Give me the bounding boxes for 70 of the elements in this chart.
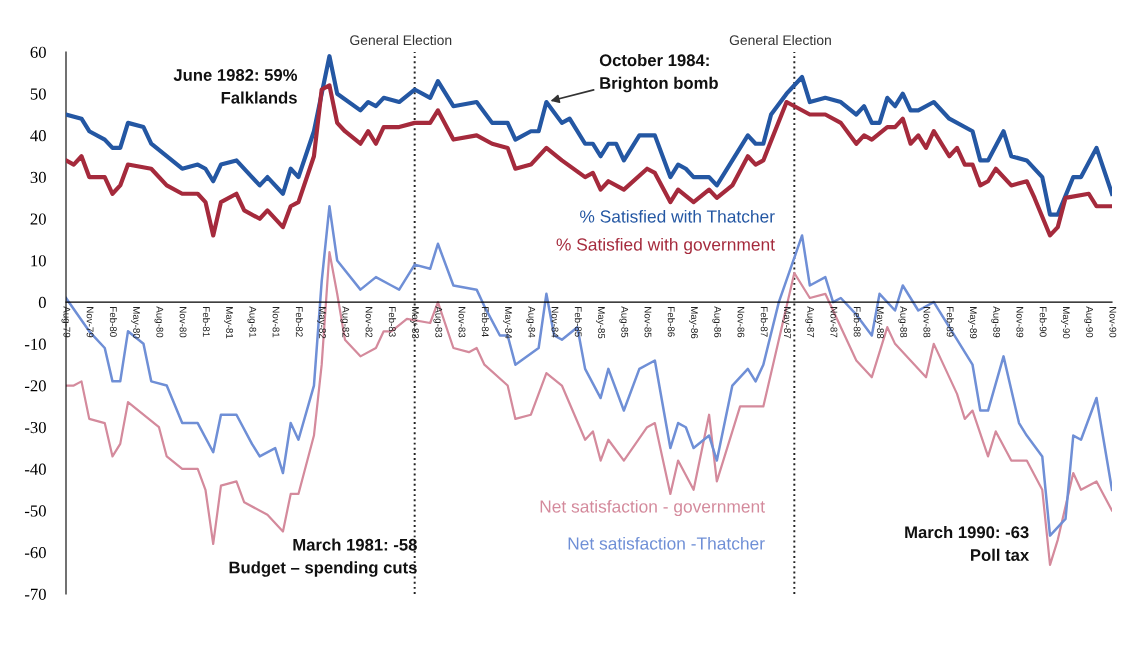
- x-tick-label: Nov-84: [551, 307, 559, 338]
- x-tick-label: May-86: [689, 307, 698, 339]
- x-tick-label: Feb-84: [481, 307, 489, 337]
- x-tick-label: May-82: [317, 307, 326, 339]
- x-tick-label: Aug-86: [712, 306, 722, 338]
- x-tick-label: Nov-86: [737, 307, 745, 338]
- text: % Satisfied with government: [556, 237, 775, 255]
- x-tick-label: May-90: [1060, 307, 1070, 339]
- x-tick-label: Aug-90: [1084, 306, 1094, 338]
- x-tick-label: May-88: [875, 307, 884, 339]
- x-tick-label: Aug-89: [991, 306, 1001, 338]
- ref-line-label: General Election: [350, 34, 452, 46]
- x-tick-label: Nov-81: [272, 307, 280, 338]
- y-tick-label: 0: [38, 296, 46, 309]
- y-tick-label: 30: [30, 171, 46, 184]
- text: % Satisfied with Thatcher: [580, 209, 775, 223]
- x-tick-label: Feb-81: [202, 307, 210, 337]
- y-tick-label: 60: [30, 46, 46, 58]
- x-tick-label: Aug-80: [154, 306, 164, 338]
- y-tick-label: -30: [24, 421, 46, 434]
- x-tick-label: Aug-81: [247, 306, 257, 338]
- y-tick-label: 20: [30, 213, 46, 225]
- y-tick-label: -10: [24, 338, 46, 350]
- x-tick-label: Nov-82: [365, 307, 373, 338]
- x-tick-label: Aug-85: [619, 306, 629, 338]
- x-tick-label: May-89: [968, 307, 977, 339]
- y-tick-label: 10: [31, 255, 46, 267]
- y-tick-label: 40: [30, 130, 46, 142]
- x-tick-label: Feb-86: [667, 307, 675, 337]
- x-tick-label: Nov-79: [86, 307, 94, 338]
- x-tick-label: May-81: [224, 307, 233, 339]
- ref-line-label: General Election: [729, 34, 831, 46]
- y-tick-label: 50: [30, 88, 46, 100]
- x-tick-label: Nov-83: [458, 307, 466, 338]
- annotation: March 1981: -58 Budget – spending cuts: [229, 538, 417, 577]
- x-tick-label: Aug-88: [898, 306, 908, 338]
- x-tick-label: Feb-83: [388, 307, 396, 337]
- x-tick-label: May-87: [782, 307, 791, 339]
- x-tick-label: Feb-90: [1039, 307, 1047, 337]
- y-tick-label: -70: [24, 588, 46, 600]
- x-tick-label: Nov-90: [1109, 307, 1117, 338]
- x-tick-label: Feb-87: [760, 307, 768, 337]
- annotation: October 1984: Brighton bomb: [599, 53, 718, 93]
- y-tick-label: -40: [24, 463, 46, 475]
- x-tick-label: Feb-82: [295, 307, 303, 337]
- x-tick-label: Nov-85: [644, 307, 652, 338]
- x-tick-label: Aug-79: [61, 306, 71, 338]
- y-tick-label: -50: [24, 505, 46, 517]
- x-tick-label: Nov-88: [923, 307, 931, 338]
- x-tick-label: Feb-80: [109, 307, 118, 337]
- annotation: June 1982: 59% Falklands: [173, 69, 298, 104]
- x-tick-label: Nov-89: [1016, 307, 1024, 338]
- x-tick-label: Aug-82: [340, 306, 350, 338]
- text: Net satisfaction -Thatcher: [568, 536, 765, 550]
- series-label: Net satisfaction - government: [540, 499, 765, 517]
- x-tick-label: Aug-83: [433, 306, 443, 338]
- y-tick-label: -20: [24, 380, 46, 392]
- y-tick-label: -60: [24, 547, 46, 559]
- x-tick-label: Aug-87: [805, 306, 815, 338]
- x-tick-label: Nov-80: [179, 307, 187, 338]
- x-tick-label: May-83: [410, 307, 419, 339]
- x-tick-label: May-85: [596, 307, 605, 339]
- x-tick-label: Feb-89: [946, 307, 954, 337]
- annotation: March 1990: -63 Poll tax: [905, 525, 1030, 561]
- x-tick-label: Aug-84: [526, 306, 536, 338]
- x-tick-label: May-84: [503, 307, 512, 339]
- x-tick-label: May-80: [131, 307, 141, 339]
- x-tick-label: Feb-88: [853, 307, 861, 337]
- x-tick-label: Nov-87: [830, 307, 838, 338]
- x-tick-label: Feb-85: [574, 307, 582, 337]
